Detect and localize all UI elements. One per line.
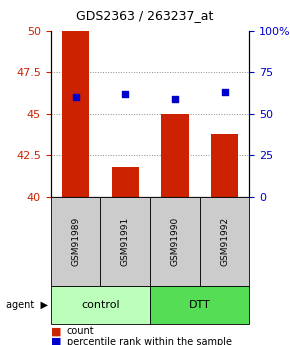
Text: GSM91992: GSM91992 [220, 217, 229, 266]
Text: DTT: DTT [189, 300, 211, 310]
Bar [150, 197, 200, 286]
Bar [51, 197, 100, 286]
Bar [200, 197, 249, 286]
Bar [112, 167, 139, 197]
Point [73, 95, 78, 100]
Text: GSM91990: GSM91990 [171, 217, 180, 266]
Bar [51, 286, 150, 324]
Bar [150, 286, 249, 324]
Text: ■: ■ [51, 326, 61, 336]
Text: control: control [81, 300, 120, 310]
Bar [211, 134, 238, 197]
Text: GDS2363 / 263237_at: GDS2363 / 263237_at [76, 9, 214, 22]
Text: agent  ▶: agent ▶ [6, 300, 48, 310]
Text: GSM91991: GSM91991 [121, 217, 130, 266]
Point [123, 91, 128, 97]
Text: count: count [67, 326, 94, 336]
Text: GSM91989: GSM91989 [71, 217, 80, 266]
Text: ■: ■ [51, 337, 61, 345]
Point [222, 90, 227, 95]
Bar [100, 197, 150, 286]
Point [173, 96, 177, 102]
Text: percentile rank within the sample: percentile rank within the sample [67, 337, 232, 345]
Bar [161, 114, 188, 197]
Bar [62, 31, 89, 197]
